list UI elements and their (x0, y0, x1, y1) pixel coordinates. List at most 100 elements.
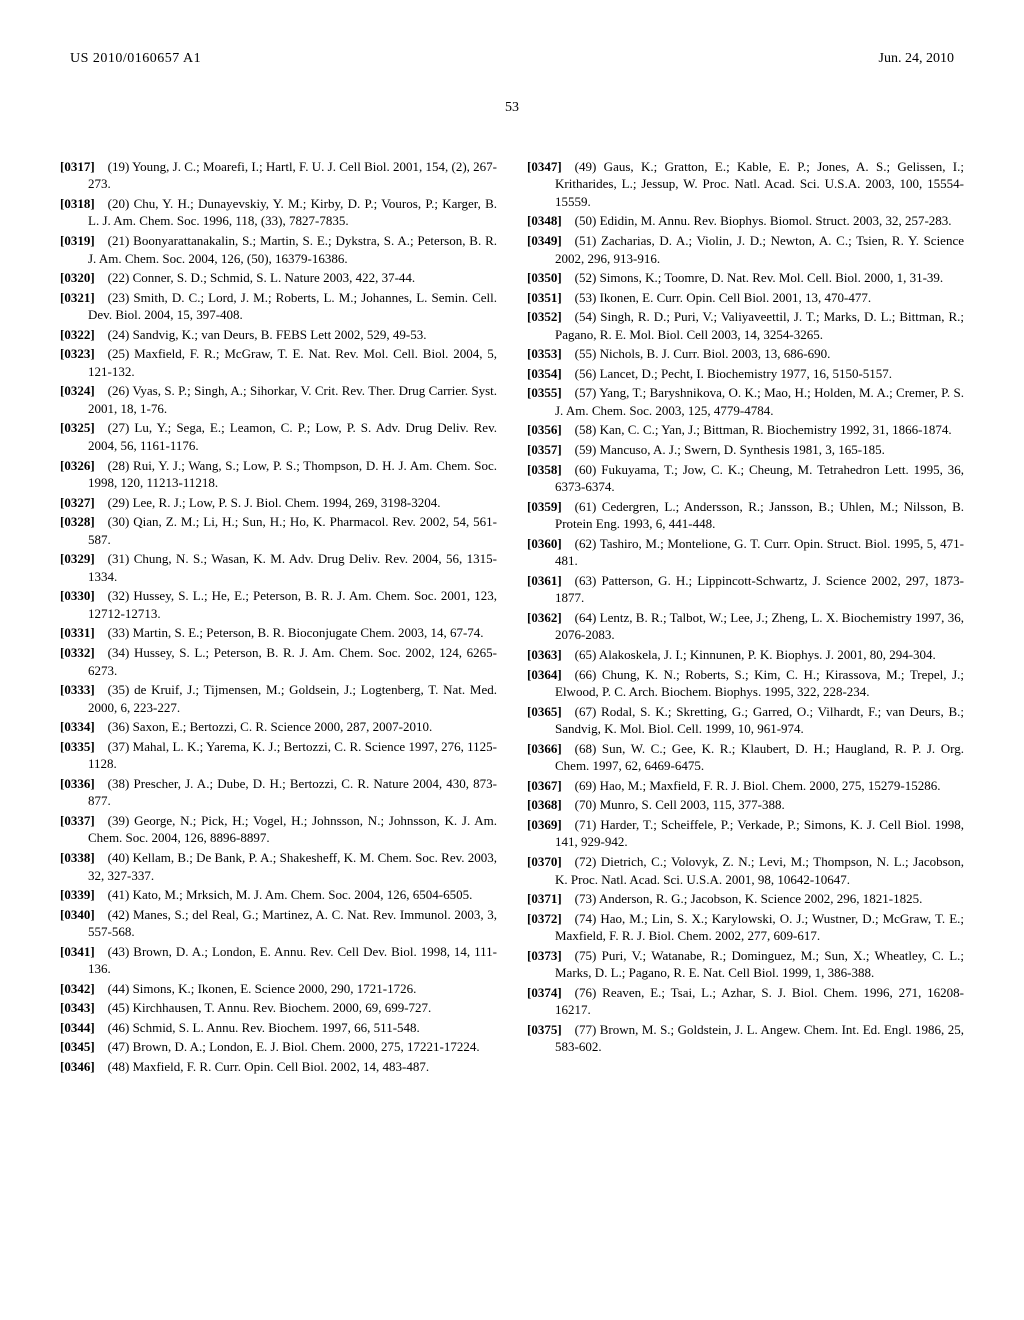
reference-number: [0322] (60, 327, 95, 342)
reference-entry: [0359] (61) Cedergren, L.; Andersson, R.… (527, 498, 964, 533)
reference-number: [0362] (527, 610, 562, 625)
reference-text: (20) Chu, Y. H.; Dunayevskiy, Y. M.; Kir… (88, 196, 497, 229)
reference-text: (27) Lu, Y.; Sega, E.; Leamon, C. P.; Lo… (88, 420, 497, 453)
reference-entry: [0371] (73) Anderson, R. G.; Jacobson, K… (527, 890, 964, 908)
reference-text: (52) Simons, K.; Toomre, D. Nat. Rev. Mo… (562, 270, 944, 285)
reference-entry: [0341] (43) Brown, D. A.; London, E. Ann… (60, 943, 497, 978)
reference-entry: [0339] (41) Kato, M.; Mrksich, M. J. Am.… (60, 886, 497, 904)
reference-entry: [0372] (74) Hao, M.; Lin, S. X.; Karylow… (527, 910, 964, 945)
reference-text: (19) Young, J. C.; Moarefi, I.; Hartl, F… (88, 159, 497, 192)
reference-entry: [0333] (35) de Kruif, J.; Tijmensen, M.;… (60, 681, 497, 716)
reference-number: [0373] (527, 948, 562, 963)
reference-number: [0348] (527, 213, 562, 228)
reference-text: (54) Singh, R. D.; Puri, V.; Valiyaveett… (555, 309, 964, 342)
reference-entry: [0347] (49) Gaus, K.; Gratton, E.; Kable… (527, 158, 964, 211)
reference-number: [0325] (60, 420, 95, 435)
reference-entry: [0325] (27) Lu, Y.; Sega, E.; Leamon, C.… (60, 419, 497, 454)
reference-text: (76) Reaven, E.; Tsai, L.; Azhar, S. J. … (555, 985, 964, 1018)
reference-text: (61) Cedergren, L.; Andersson, R.; Janss… (555, 499, 964, 532)
reference-entry: [0350] (52) Simons, K.; Toomre, D. Nat. … (527, 269, 964, 287)
reference-number: [0367] (527, 778, 562, 793)
reference-text: (40) Kellam, B.; De Bank, P. A.; Shakesh… (88, 850, 497, 883)
reference-text: (43) Brown, D. A.; London, E. Annu. Rev.… (88, 944, 497, 977)
reference-number: [0332] (60, 645, 95, 660)
reference-entry: [0348] (50) Edidin, M. Annu. Rev. Biophy… (527, 212, 964, 230)
reference-entry: [0365] (67) Rodal, S. K.; Skretting, G.;… (527, 703, 964, 738)
reference-text: (44) Simons, K.; Ikonen, E. Science 2000… (95, 981, 417, 996)
reference-entry: [0354] (56) Lancet, D.; Pecht, I. Bioche… (527, 365, 964, 383)
reference-number: [0338] (60, 850, 95, 865)
reference-text: (75) Puri, V.; Watanabe, R.; Dominguez, … (555, 948, 964, 981)
reference-text: (34) Hussey, S. L.; Peterson, B. R. J. A… (88, 645, 497, 678)
reference-number: [0318] (60, 196, 95, 211)
reference-entry: [0338] (40) Kellam, B.; De Bank, P. A.; … (60, 849, 497, 884)
reference-entry: [0340] (42) Manes, S.; del Real, G.; Mar… (60, 906, 497, 941)
reference-number: [0363] (527, 647, 562, 662)
reference-text: (56) Lancet, D.; Pecht, I. Biochemistry … (562, 366, 892, 381)
reference-entry: [0327] (29) Lee, R. J.; Low, P. S. J. Bi… (60, 494, 497, 512)
reference-entry: [0349] (51) Zacharias, D. A.; Violin, J.… (527, 232, 964, 267)
reference-text: (24) Sandvig, K.; van Deurs, B. FEBS Let… (95, 327, 427, 342)
reference-entry: [0355] (57) Yang, T.; Baryshnikova, O. K… (527, 384, 964, 419)
reference-entry: [0334] (36) Saxon, E.; Bertozzi, C. R. S… (60, 718, 497, 736)
reference-entry: [0361] (63) Patterson, G. H.; Lippincott… (527, 572, 964, 607)
reference-text: (29) Lee, R. J.; Low, P. S. J. Biol. Che… (95, 495, 441, 510)
reference-text: (22) Conner, S. D.; Schmid, S. L. Nature… (95, 270, 415, 285)
reference-number: [0359] (527, 499, 562, 514)
reference-entry: [0330] (32) Hussey, S. L.; He, E.; Peter… (60, 587, 497, 622)
reference-entry: [0320] (22) Conner, S. D.; Schmid, S. L.… (60, 269, 497, 287)
reference-text: (49) Gaus, K.; Gratton, E.; Kable, E. P.… (555, 159, 964, 209)
reference-text: (23) Smith, D. C.; Lord, J. M.; Roberts,… (88, 290, 497, 323)
reference-entry: [0363] (65) Alakoskela, J. I.; Kinnunen,… (527, 646, 964, 664)
reference-text: (55) Nichols, B. J. Curr. Biol. 2003, 13… (562, 346, 831, 361)
reference-entry: [0332] (34) Hussey, S. L.; Peterson, B. … (60, 644, 497, 679)
reference-number: [0371] (527, 891, 562, 906)
reference-text: (39) George, N.; Pick, H.; Vogel, H.; Jo… (88, 813, 497, 846)
reference-entry: [0357] (59) Mancuso, A. J.; Swern, D. Sy… (527, 441, 964, 459)
reference-text: (59) Mancuso, A. J.; Swern, D. Synthesis… (562, 442, 885, 457)
reference-text: (58) Kan, C. C.; Yan, J.; Bittman, R. Bi… (562, 422, 952, 437)
reference-number: [0374] (527, 985, 562, 1000)
reference-number: [0319] (60, 233, 95, 248)
references-container: [0317] (19) Young, J. C.; Moarefi, I.; H… (60, 158, 964, 1076)
reference-text: (51) Zacharias, D. A.; Violin, J. D.; Ne… (555, 233, 964, 266)
reference-number: [0320] (60, 270, 95, 285)
page-number: 53 (60, 99, 964, 118)
reference-text: (67) Rodal, S. K.; Skretting, G.; Garred… (555, 704, 964, 737)
reference-number: [0357] (527, 442, 562, 457)
reference-entry: [0345] (47) Brown, D. A.; London, E. J. … (60, 1038, 497, 1056)
reference-text: (28) Rui, Y. J.; Wang, S.; Low, P. S.; T… (88, 458, 497, 491)
reference-number: [0341] (60, 944, 95, 959)
reference-text: (68) Sun, W. C.; Gee, K. R.; Klaubert, D… (555, 741, 964, 774)
reference-number: [0370] (527, 854, 562, 869)
reference-number: [0372] (527, 911, 562, 926)
reference-text: (53) Ikonen, E. Curr. Opin. Cell Biol. 2… (562, 290, 871, 305)
reference-entry: [0362] (64) Lentz, B. R.; Talbot, W.; Le… (527, 609, 964, 644)
reference-entry: [0360] (62) Tashiro, M.; Montelione, G. … (527, 535, 964, 570)
reference-text: (30) Qian, Z. M.; Li, H.; Sun, H.; Ho, K… (88, 514, 497, 547)
reference-entry: [0342] (44) Simons, K.; Ikonen, E. Scien… (60, 980, 497, 998)
reference-number: [0331] (60, 625, 95, 640)
reference-entry: [0337] (39) George, N.; Pick, H.; Vogel,… (60, 812, 497, 847)
reference-entry: [0346] (48) Maxfield, F. R. Curr. Opin. … (60, 1058, 497, 1076)
reference-entry: [0326] (28) Rui, Y. J.; Wang, S.; Low, P… (60, 457, 497, 492)
reference-text: (45) Kirchhausen, T. Annu. Rev. Biochem.… (95, 1000, 432, 1015)
reference-entry: [0369] (71) Harder, T.; Scheiffele, P.; … (527, 816, 964, 851)
reference-number: [0347] (527, 159, 562, 174)
reference-entry: [0343] (45) Kirchhausen, T. Annu. Rev. B… (60, 999, 497, 1017)
reference-number: [0369] (527, 817, 562, 832)
reference-entry: [0375] (77) Brown, M. S.; Goldstein, J. … (527, 1021, 964, 1056)
reference-number: [0330] (60, 588, 95, 603)
reference-entry: [0368] (70) Munro, S. Cell 2003, 115, 37… (527, 796, 964, 814)
reference-entry: [0321] (23) Smith, D. C.; Lord, J. M.; R… (60, 289, 497, 324)
reference-number: [0339] (60, 887, 95, 902)
reference-number: [0354] (527, 366, 562, 381)
reference-text: (70) Munro, S. Cell 2003, 115, 377-388. (562, 797, 785, 812)
reference-number: [0327] (60, 495, 95, 510)
reference-entry: [0374] (76) Reaven, E.; Tsai, L.; Azhar,… (527, 984, 964, 1019)
reference-number: [0352] (527, 309, 562, 324)
reference-number: [0360] (527, 536, 562, 551)
reference-entry: [0351] (53) Ikonen, E. Curr. Opin. Cell … (527, 289, 964, 307)
reference-number: [0351] (527, 290, 562, 305)
reference-number: [0340] (60, 907, 95, 922)
